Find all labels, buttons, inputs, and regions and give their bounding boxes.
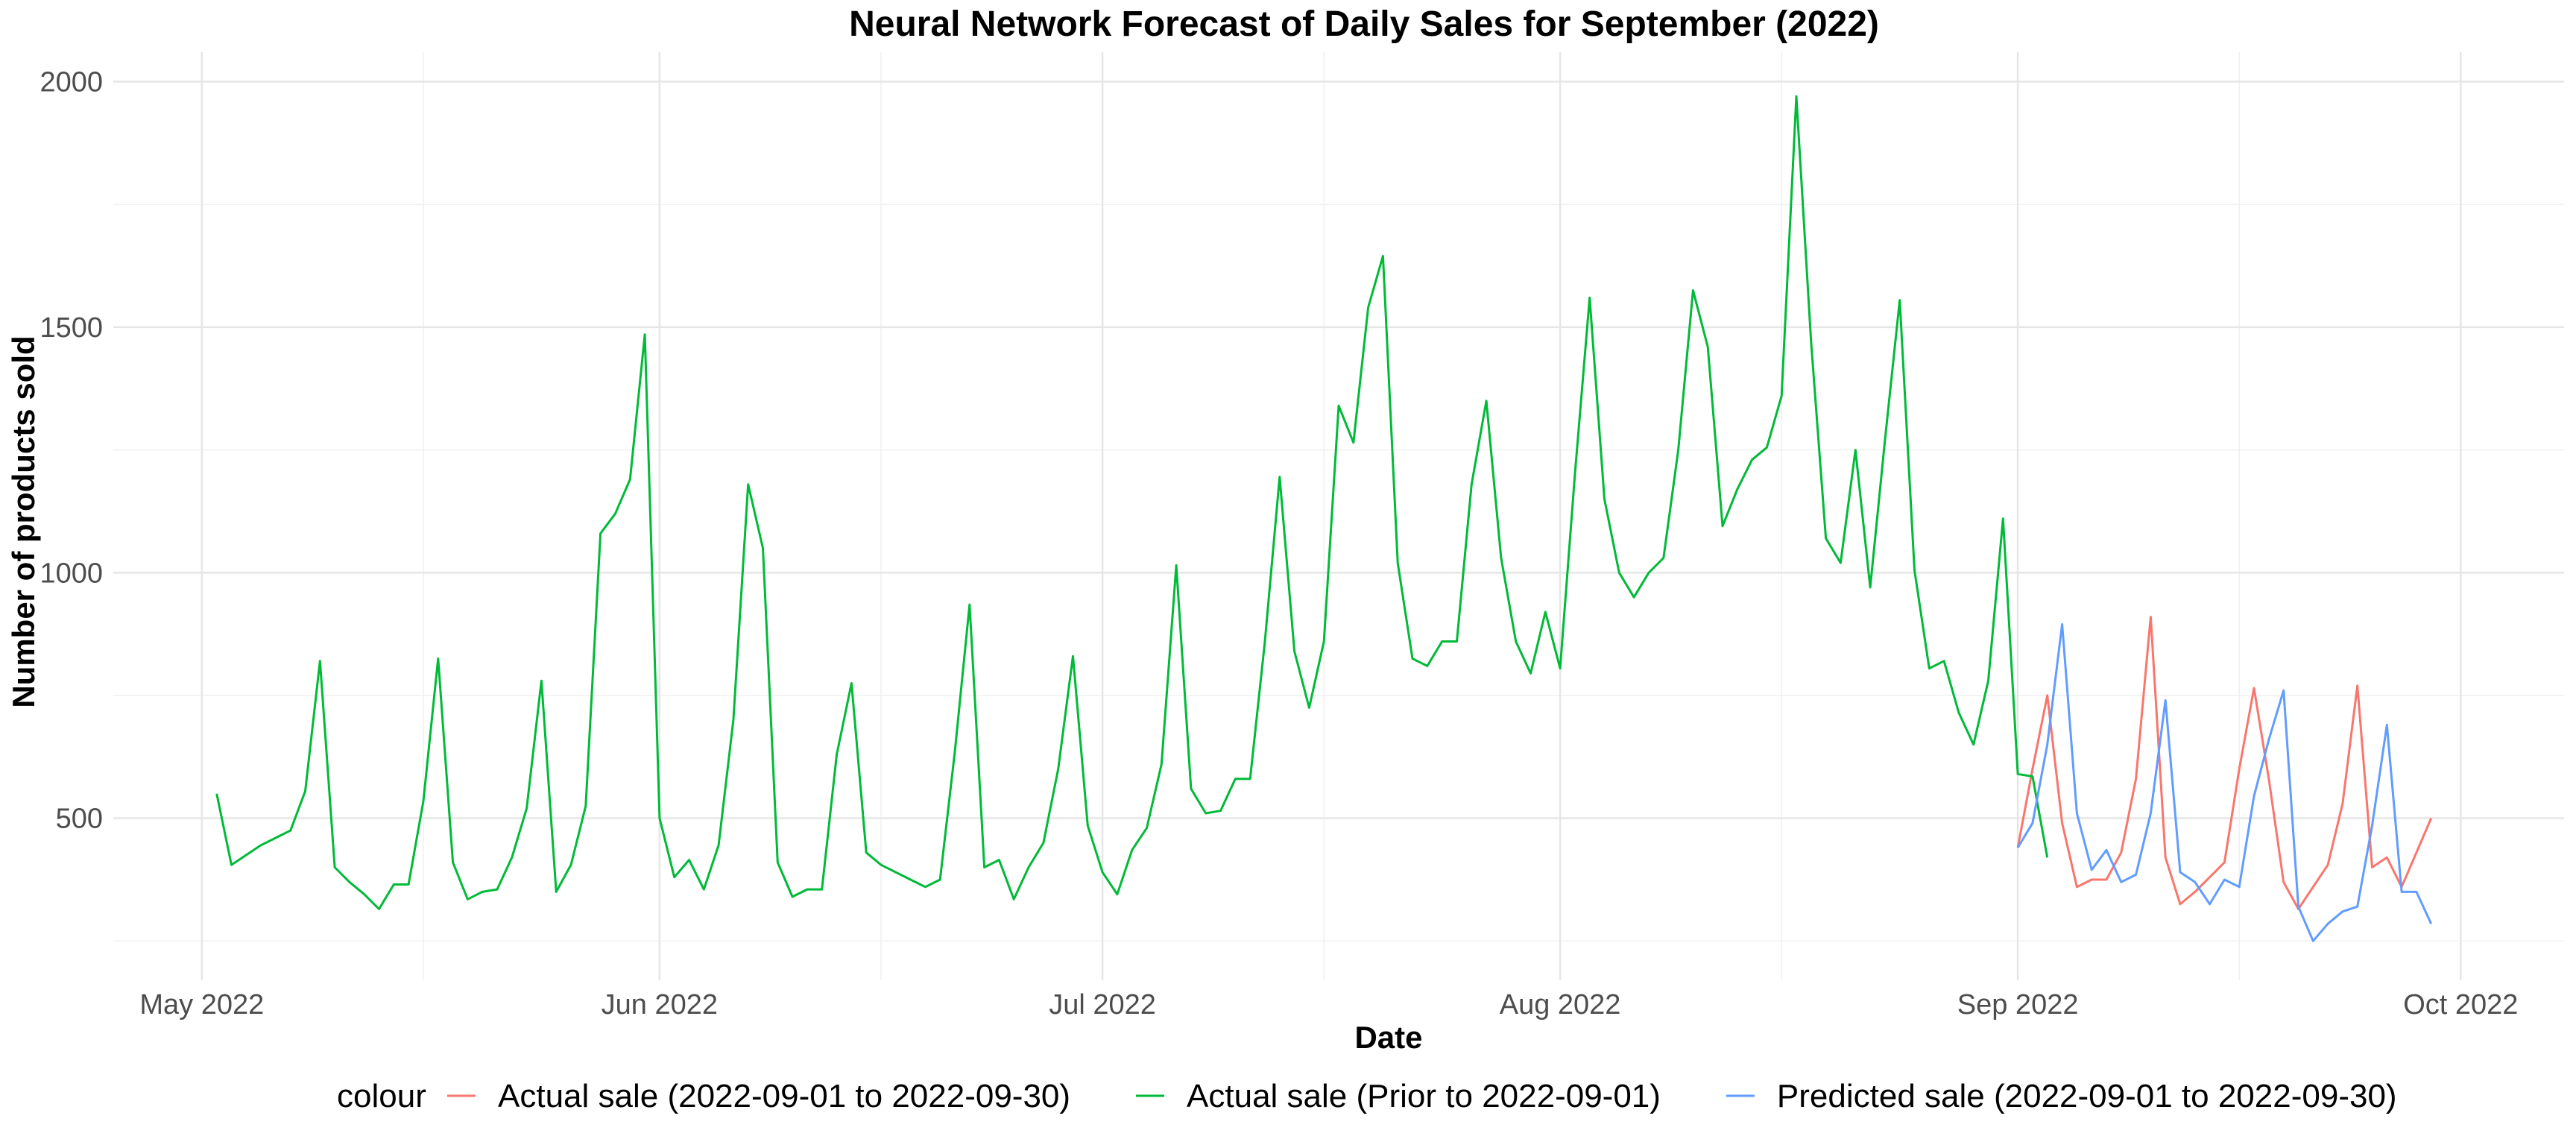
y-tick-label: 1500	[40, 312, 103, 344]
y-tick-label: 500	[56, 804, 103, 835]
x-axis-title: Date	[1354, 1020, 1422, 1055]
legend-label-2: Actual sale (Prior to 2022-09-01)	[1187, 1078, 1661, 1114]
y-tick-label: 1000	[40, 558, 103, 589]
x-tick-label: Jun 2022	[602, 989, 718, 1021]
y-axis-title: Number of products sold	[6, 335, 41, 707]
y-tick-label: 2000	[40, 67, 103, 98]
chart-title: Neural Network Forecast of Daily Sales f…	[849, 4, 1879, 44]
series-layer	[215, 95, 2433, 942]
legend: colour Actual sale (2022-09-01 to 2022-09…	[337, 1078, 2397, 1114]
x-tick-label: Oct 2022	[2403, 989, 2518, 1021]
legend-title: colour	[337, 1078, 426, 1114]
series-line-2	[215, 95, 2049, 910]
y-axis-ticks: 500 1000 1500 2000	[40, 67, 103, 835]
x-tick-label: Jul 2022	[1049, 989, 1156, 1021]
legend-label-3: Predicted sale (2022-09-01 to 2022-09-30…	[1777, 1078, 2397, 1114]
x-tick-label: Aug 2022	[1500, 989, 1621, 1021]
grid	[113, 52, 2564, 980]
x-axis-ticks: May 2022 Jun 2022 Jul 2022 Aug 2022 Sep 2022…	[139, 989, 2518, 1021]
x-tick-label: May 2022	[139, 989, 264, 1021]
series-line-1	[2016, 616, 2433, 910]
x-tick-label: Sep 2022	[1957, 989, 2079, 1021]
legend-label-1: Actual sale (2022-09-01 to 2022-09-30)	[498, 1078, 1070, 1114]
series-line-3	[2016, 622, 2433, 942]
